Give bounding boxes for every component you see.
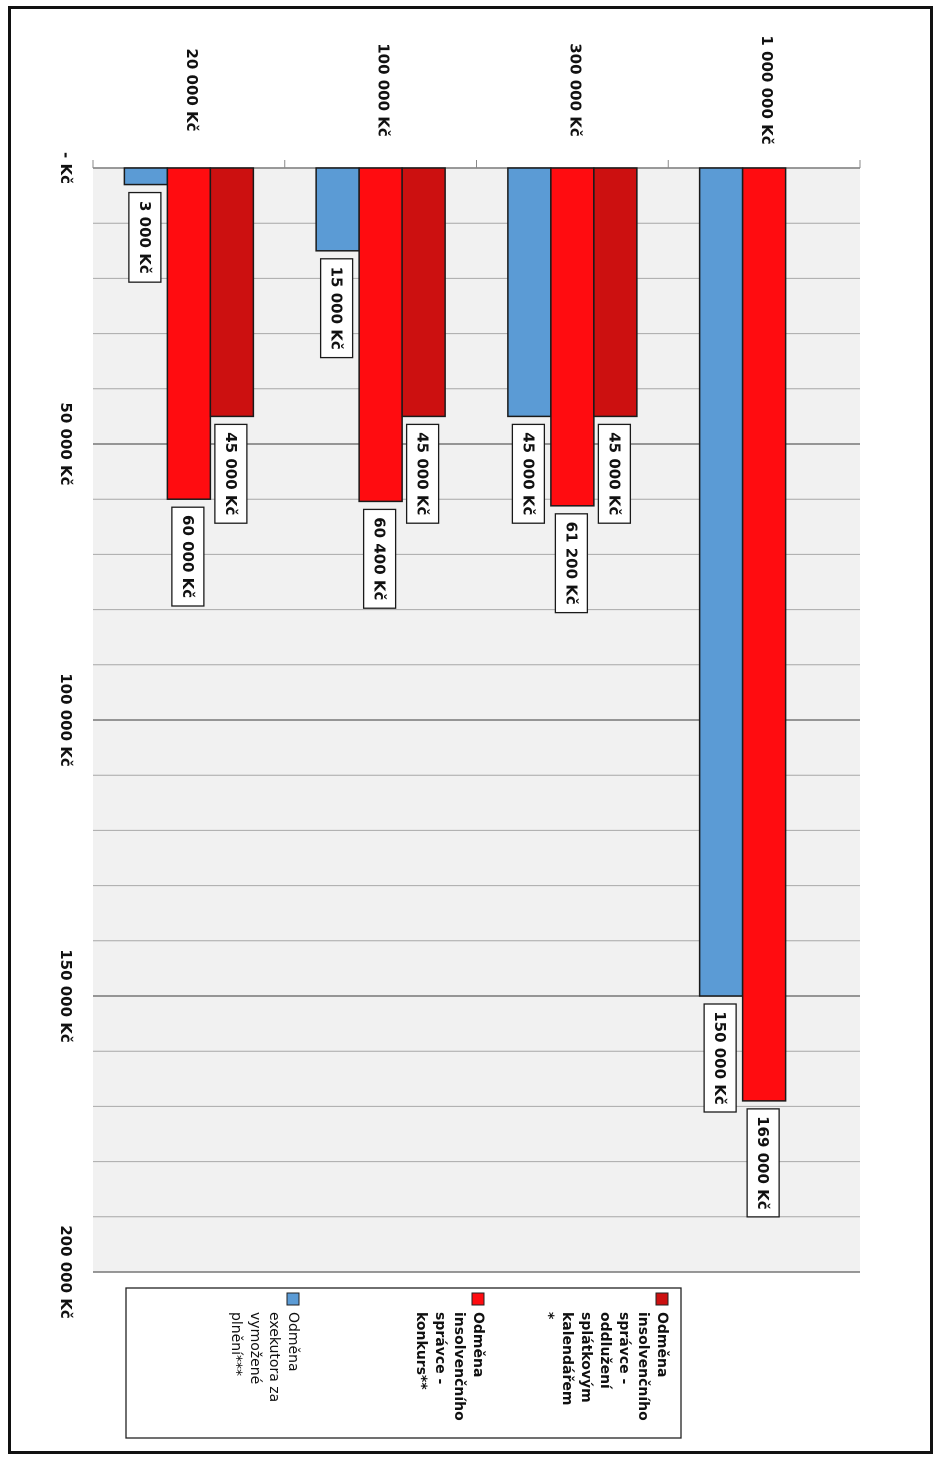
legend-label: správce - <box>616 1312 632 1385</box>
bar <box>358 167 403 503</box>
bar <box>593 167 638 418</box>
bar <box>123 167 169 186</box>
legend-label: * <box>540 1312 556 1320</box>
axis-tick-label: 100 000 Kč <box>57 673 75 767</box>
data-label-box <box>362 508 397 609</box>
legend-label: Odměna <box>470 1312 486 1377</box>
data-label-box <box>554 513 589 614</box>
bar <box>401 167 446 418</box>
axis-tick-label: 200 000 Kč <box>57 1225 75 1319</box>
data-label: 150 000 Kč <box>711 1011 729 1105</box>
legend-label: správce - <box>432 1312 448 1385</box>
category-label: 100 000 Kč <box>375 43 393 137</box>
category-label: 1 000 000 Kč <box>758 35 776 144</box>
legend <box>125 1287 682 1439</box>
data-label-box <box>214 423 248 524</box>
data-label-box <box>703 1003 737 1113</box>
data-label: 15 000 Kč <box>328 267 346 350</box>
data-label-box <box>746 1108 780 1218</box>
data-label-box <box>128 191 162 283</box>
data-label-box <box>171 506 205 607</box>
legend-label: kalendářem <box>559 1312 575 1405</box>
category-label: 300 000 Kč <box>566 43 584 137</box>
legend-label: insolvenčního <box>451 1312 467 1421</box>
legend-marker <box>471 1292 485 1306</box>
bar <box>507 167 552 418</box>
axis-tick-label: 150 000 Kč <box>57 949 75 1043</box>
bar <box>315 167 360 252</box>
bar <box>698 167 744 997</box>
data-label: 169 000 Kč <box>754 1116 772 1210</box>
legend-label: exekutora za <box>266 1312 282 1402</box>
axis-tick-label: - Kč <box>57 152 75 184</box>
bar <box>209 167 255 418</box>
legend-marker <box>655 1292 669 1306</box>
data-label: 45 000 Kč <box>222 432 240 515</box>
legend-label: oddlužení <box>597 1312 613 1390</box>
data-label-box <box>597 423 632 524</box>
data-label: 61 200 Kč <box>562 522 580 605</box>
data-label: 45 000 Kč <box>605 432 623 515</box>
category-label: 20 000 Kč <box>183 48 201 131</box>
legend-label: Odměna <box>654 1312 670 1377</box>
data-label: 45 000 Kč <box>414 432 432 515</box>
legend-label: vymožené <box>247 1312 263 1384</box>
legend-label: insolvenčního <box>635 1312 651 1421</box>
data-label-box <box>405 423 440 524</box>
bar <box>741 167 787 1102</box>
bar <box>550 167 595 507</box>
legend-label: plnění*** <box>228 1312 244 1376</box>
data-label: 3 000 Kč <box>136 201 154 274</box>
axis-tick-label: 50 000 Kč <box>57 402 75 485</box>
data-label: 45 000 Kč <box>519 432 537 515</box>
data-label-box <box>319 258 354 359</box>
legend-marker <box>286 1292 300 1306</box>
data-label: 60 400 Kč <box>371 517 389 600</box>
data-label-box <box>511 423 546 524</box>
bar <box>166 167 212 500</box>
chart-frame <box>8 6 933 1454</box>
legend-label: konkurs** <box>413 1312 429 1390</box>
legend-label: splátkovým <box>578 1312 594 1403</box>
legend-label: Odměna <box>285 1312 301 1372</box>
data-label: 60 000 Kč <box>179 515 197 598</box>
